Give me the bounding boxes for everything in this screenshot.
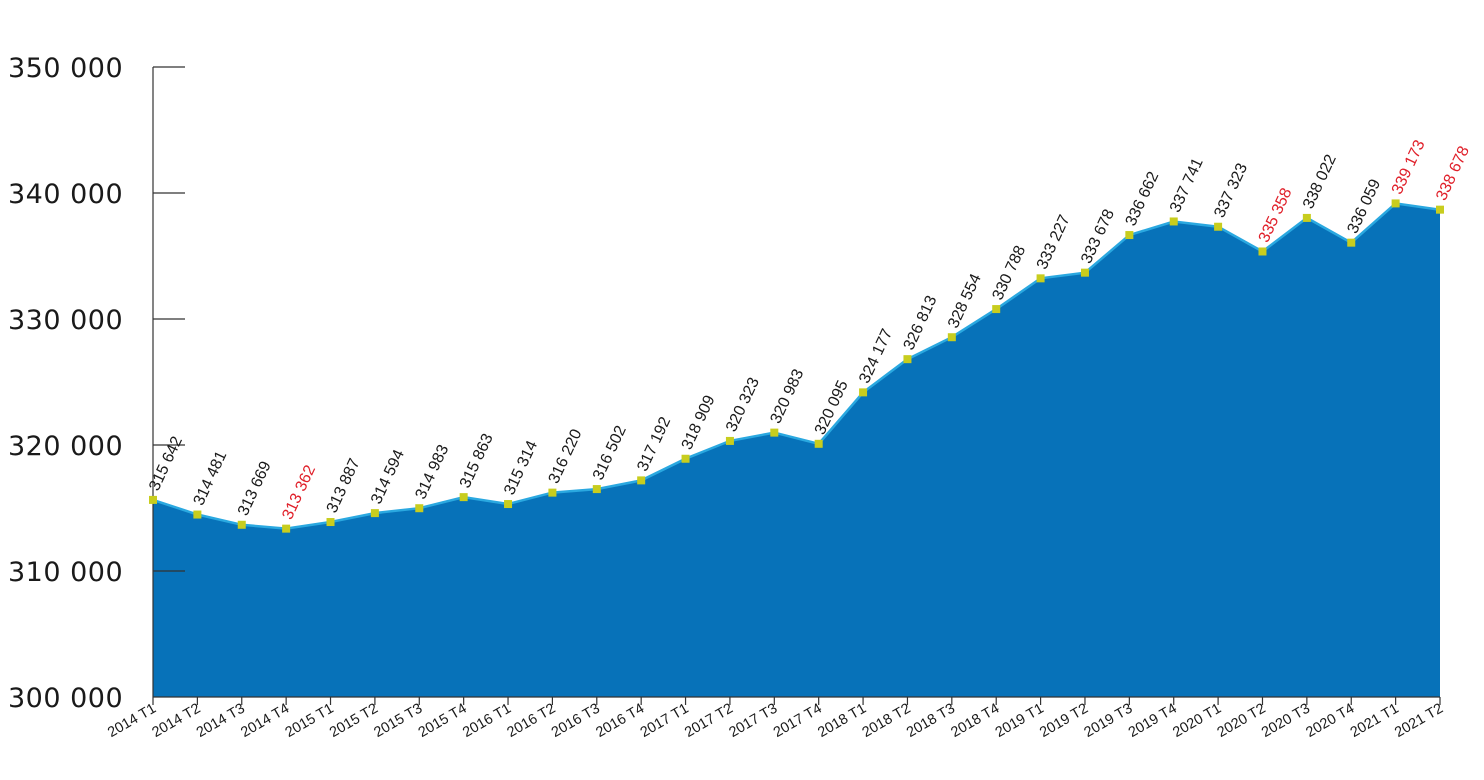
data-point-marker: [459, 493, 468, 502]
x-tick-label: 2021 T2: [1392, 701, 1446, 741]
data-label: 320 983: [768, 367, 808, 427]
data-label: 316 220: [546, 427, 586, 487]
data-label: 318 909: [679, 393, 719, 453]
x-tick-label: 2015 T3: [371, 701, 425, 741]
data-label: 337 741: [1167, 155, 1207, 215]
data-point-marker: [282, 524, 291, 533]
y-tick-label: 310 000: [8, 557, 123, 588]
data-point-marker: [1258, 247, 1267, 256]
data-point-marker: [1214, 222, 1223, 231]
data-point-marker: [1436, 205, 1444, 214]
area-layer: [152, 202, 1441, 697]
data-label: 315 863: [457, 431, 497, 491]
data-point-marker: [1391, 199, 1400, 208]
data-point-marker: [237, 520, 246, 529]
area-fill: [153, 203, 1440, 697]
x-tick-label: 2019 T1: [993, 701, 1047, 741]
y-tick-label: 340 000: [8, 179, 123, 210]
x-tick-label: 2014 T4: [238, 701, 292, 741]
markers: [149, 199, 1444, 533]
data-label: 338 678: [1433, 144, 1473, 204]
data-label: 339 173: [1389, 137, 1429, 197]
data-label: 315 642: [146, 434, 186, 494]
data-point-marker: [592, 485, 601, 494]
x-tick-label: 2019 T3: [1081, 701, 1135, 741]
x-tick-label: 2016 T4: [593, 701, 647, 741]
x-tick-label: 2017 T3: [726, 701, 780, 741]
data-label: 313 362: [279, 463, 319, 523]
x-tick-label: 2020 T1: [1170, 701, 1224, 741]
x-tick-label: 2019 T2: [1037, 701, 1091, 741]
x-tick-label: 2020 T3: [1259, 701, 1313, 741]
data-point-marker: [725, 436, 734, 445]
y-tick-label: 300 000: [8, 683, 123, 714]
data-label: 313 669: [235, 459, 275, 519]
data-label: 320 323: [723, 375, 763, 435]
x-tick-label: 2020 T4: [1303, 701, 1357, 741]
x-tick-label: 2017 T2: [682, 701, 736, 741]
data-label: 315 314: [501, 438, 541, 498]
data-label: 314 481: [191, 449, 231, 509]
x-tick-label: 2014 T3: [194, 701, 248, 741]
data-point-marker: [415, 504, 424, 513]
data-label: 313 887: [324, 456, 364, 516]
x-tick-label: 2019 T4: [1126, 701, 1180, 741]
data-label: 314 983: [412, 442, 452, 502]
data-point-marker: [992, 305, 1001, 314]
x-tick-label: 2017 T4: [771, 701, 825, 741]
data-point-marker: [370, 509, 379, 518]
x-tick-label: 2018 T3: [904, 701, 958, 741]
x-tick-label: 2016 T3: [549, 701, 603, 741]
data-point-marker: [947, 333, 956, 342]
data-point-marker: [770, 428, 779, 437]
data-point-marker: [1080, 268, 1089, 277]
data-point-marker: [326, 518, 335, 527]
x-tick-label: 2015 T4: [416, 701, 470, 741]
data-point-marker: [681, 454, 690, 463]
data-point-marker: [859, 388, 868, 397]
data-label: 316 502: [590, 423, 630, 483]
x-tick-label: 2014 T2: [150, 701, 204, 741]
data-point-marker: [1036, 274, 1045, 283]
y-tick-label: 320 000: [8, 431, 123, 462]
x-tick-label: 2018 T4: [948, 701, 1002, 741]
data-label: 314 594: [368, 447, 408, 507]
series-line: [152, 202, 1441, 530]
axes: [152, 66, 1441, 705]
data-point-marker: [903, 355, 912, 364]
x-tick-label: 2016 T1: [460, 701, 514, 741]
data-point-marker: [637, 476, 646, 485]
x-tick-label: 2018 T2: [860, 701, 914, 741]
x-tick-label: 2015 T2: [327, 701, 381, 741]
data-point-marker: [1125, 231, 1134, 240]
data-label: 326 813: [901, 293, 941, 353]
data-point-marker: [193, 510, 202, 519]
data-label: 336 662: [1123, 169, 1163, 229]
data-point-marker: [548, 488, 557, 497]
data-point-marker: [504, 500, 513, 509]
data-label: 338 022: [1300, 152, 1340, 212]
data-label: 333 227: [1034, 212, 1074, 272]
x-tick-label: 2015 T1: [283, 701, 337, 741]
data-point-marker: [814, 439, 823, 448]
data-point-marker: [149, 495, 157, 504]
data-point-marker: [1302, 213, 1311, 222]
y-tick-label: 330 000: [8, 305, 123, 336]
y-tick-label: 350 000: [8, 53, 123, 84]
x-tick-label: 2017 T1: [638, 701, 692, 741]
x-tick-label: 2016 T2: [505, 701, 559, 741]
data-label: 337 323: [1211, 161, 1251, 221]
x-tick-label: 2018 T1: [815, 701, 869, 741]
x-tick-label: 2020 T2: [1215, 701, 1269, 741]
data-label: 317 192: [634, 414, 674, 474]
data-point-marker: [1347, 238, 1356, 247]
x-tick-label: 2021 T1: [1348, 701, 1402, 741]
data-point-marker: [1169, 217, 1178, 226]
